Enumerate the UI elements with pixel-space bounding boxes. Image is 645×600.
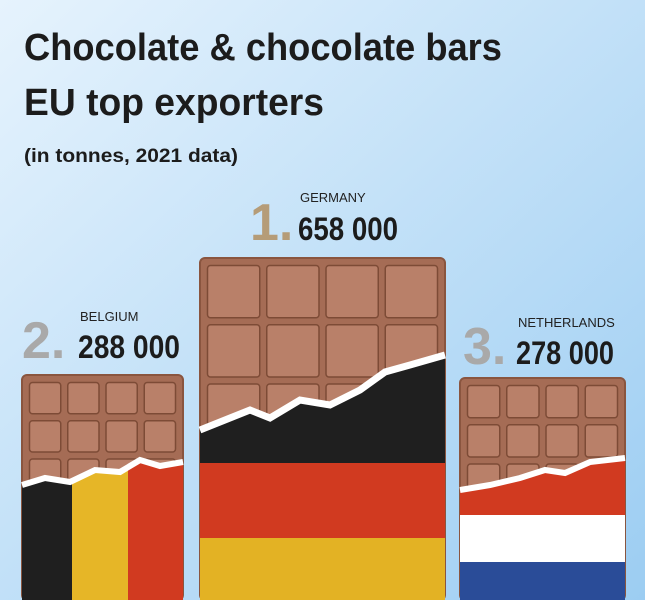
chocolate-square xyxy=(67,420,100,453)
chocolate-square xyxy=(325,264,379,319)
chocolate-square xyxy=(143,381,177,415)
chocolate-square xyxy=(266,324,320,378)
chocolate-square xyxy=(506,384,540,419)
chocolate-square xyxy=(67,381,100,415)
value-label: 278 000 xyxy=(516,335,614,371)
subtitle: (in tonnes, 2021 data) xyxy=(24,146,238,167)
value-label: 288 000 xyxy=(78,329,180,365)
rank: 2. xyxy=(22,312,65,370)
wrapper-edge xyxy=(21,456,184,488)
chocolate-square xyxy=(143,420,177,453)
chocolate-square xyxy=(28,381,62,415)
chocolate-square xyxy=(584,384,619,419)
chocolate-square xyxy=(384,264,439,319)
title-line: Chocolate & chocolate bars xyxy=(24,27,502,69)
chocolate-square xyxy=(28,420,62,453)
chocolate-square xyxy=(206,324,261,378)
chocolate-square xyxy=(206,264,261,319)
chocolate-square xyxy=(105,420,138,453)
country: BELGIUM xyxy=(80,309,139,324)
chocolate-square xyxy=(466,384,501,419)
chocolate-square xyxy=(506,424,540,458)
chocolate-square xyxy=(584,424,619,458)
country: GERMANY xyxy=(300,190,366,205)
title-line: EU top exporters xyxy=(24,82,324,124)
country: NETHERLANDS xyxy=(518,315,615,330)
chocolate-square xyxy=(325,324,379,378)
wrapper-edge xyxy=(198,351,446,434)
chocolate-square xyxy=(105,381,138,415)
chocolate-square xyxy=(545,384,579,419)
wrapper-edge xyxy=(459,455,626,493)
rank: 1. xyxy=(250,194,293,252)
chocolate-square xyxy=(545,424,579,458)
chocolate-square xyxy=(466,424,501,458)
value-label: 658 000 xyxy=(298,211,398,247)
rank: 3. xyxy=(463,318,506,376)
chocolate-square xyxy=(266,264,320,319)
